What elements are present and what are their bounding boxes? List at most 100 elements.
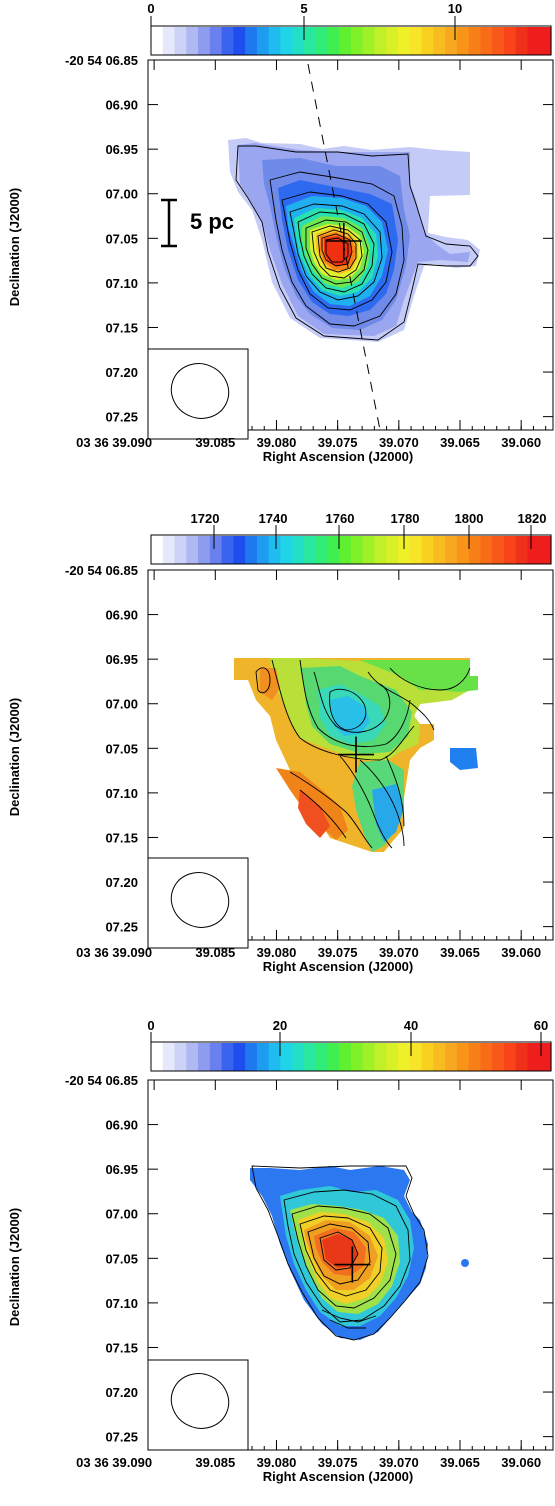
colorbar-cell	[445, 1043, 458, 1071]
colorbar-gradient	[151, 27, 552, 55]
y-tick-label: 07.00	[105, 697, 138, 712]
colorbar-tick-label: 1720	[191, 511, 220, 526]
y-tick-label: 07.25	[105, 920, 138, 935]
tick-labels: 03 36 39.090 39.085 39.080 39.075 39.070 39.0…	[7, 53, 541, 1484]
colorbar-cell	[539, 536, 552, 564]
colorbar-cell	[292, 536, 305, 564]
colorbar-cell	[303, 1043, 317, 1071]
colorbar-frame	[150, 25, 552, 56]
panel-velocity-dispersion: 0 20 40 60	[147, 1018, 554, 1451]
colorbar-cell	[233, 27, 246, 55]
colorbar-cell	[151, 1043, 164, 1071]
colorbar-cell	[527, 536, 540, 564]
colorbar-cell	[515, 1043, 529, 1071]
y-tick-label: 07.10	[105, 786, 138, 801]
colorbar-cell	[480, 27, 493, 55]
colorbar-cell	[539, 27, 552, 55]
colorbar-cell	[421, 27, 434, 55]
beam-inset	[147, 348, 249, 440]
x-tick-label: 39.070	[379, 945, 419, 960]
colorbar-cell	[480, 536, 493, 564]
panel-integrated-intensity: 0 5 10	[147, 1, 554, 440]
colorbar-cell	[268, 536, 282, 564]
colorbar-cell	[315, 1043, 329, 1071]
y-tick-label: 07.15	[105, 1340, 138, 1355]
y-tick-label: 07.15	[105, 320, 138, 335]
x-tick-label: 39.075	[318, 1455, 358, 1470]
colorbar-cell	[209, 27, 223, 55]
colorbar-cell	[303, 536, 317, 564]
colorbar-cell	[303, 27, 317, 55]
colorbar-cell	[292, 27, 305, 55]
colorbar-cell	[233, 536, 246, 564]
colorbar-cell	[374, 27, 387, 55]
scale-bar: 5 pc	[161, 198, 234, 248]
colorbar-ticks	[150, 16, 456, 40]
colorbar-cell	[151, 536, 164, 564]
colorbar-tick-label: 5	[300, 1, 307, 16]
colorbar-cell	[468, 536, 482, 564]
x-axis-title: Right Ascension (J2000)	[263, 1469, 414, 1484]
colorbar-1: 0 5 10	[147, 1, 552, 56]
x-tick-label: 39.065	[440, 435, 480, 450]
colorbar-cell	[503, 536, 517, 564]
colorbar-cell	[280, 536, 293, 564]
colorbar-cell	[421, 1043, 434, 1071]
colorbar-cell	[233, 1043, 246, 1071]
colorbar-cell	[174, 1043, 187, 1071]
colorbar-cell	[256, 536, 270, 564]
colorbar-cell	[245, 27, 258, 55]
colorbar-cell	[198, 27, 211, 55]
plot-frame	[147, 1079, 554, 1451]
contours	[235, 145, 479, 341]
colorbar-cell	[315, 536, 329, 564]
x-tick-label: 03 36 39.090	[76, 945, 152, 960]
colorbar-tick-label: 1760	[326, 511, 355, 526]
colorbar-cell	[162, 536, 176, 564]
colorbar-cell	[539, 1043, 552, 1071]
colorbar-tick-label: 60	[534, 1018, 548, 1033]
colorbar-tick-label: 1780	[391, 511, 420, 526]
beam-ellipse	[170, 363, 230, 419]
colorbar-tick-label: 1820	[518, 511, 547, 526]
colorbar-cell	[186, 536, 199, 564]
colorbar-cell	[527, 27, 540, 55]
colorbar-cell	[327, 536, 340, 564]
map-image-1	[228, 63, 480, 430]
colorbar-cell	[221, 1043, 234, 1071]
x-tick-label: 39.065	[440, 945, 480, 960]
x-tick-label: 39.085	[195, 945, 235, 960]
plot-frame	[147, 59, 554, 431]
peak-cross-marker	[334, 1246, 371, 1283]
colorbar-cell	[245, 536, 258, 564]
colorbar-tick-label: 1800	[455, 511, 484, 526]
colorbar-cell	[468, 27, 482, 55]
colorbar-cell	[409, 27, 423, 55]
y-tick-label: 06.90	[105, 98, 138, 113]
y-axis-title: Declination (J2000)	[7, 188, 22, 307]
x-tick-label: 39.085	[195, 1455, 235, 1470]
y-tick-label: 06.95	[105, 1162, 138, 1177]
beam-ellipse	[170, 1373, 230, 1429]
colorbar-cell	[339, 27, 352, 55]
x-tick-label: 39.070	[379, 435, 419, 450]
map-cells	[228, 138, 480, 342]
colorbar-cell	[351, 1043, 364, 1071]
colorbar-cell	[221, 536, 234, 564]
colorbar-cell	[398, 27, 411, 55]
y-tick-label: 06.95	[105, 652, 138, 667]
colorbar-cell	[433, 536, 446, 564]
colorbar-cell	[256, 27, 270, 55]
map-image-2	[234, 658, 478, 852]
beam-inset	[147, 857, 249, 949]
colorbar-gradient	[151, 536, 552, 564]
colorbar-tick-label: 1740	[259, 511, 288, 526]
colorbar-cell	[198, 536, 211, 564]
colorbar-cell	[468, 1043, 482, 1071]
scale-bar-label: 5 pc	[190, 209, 234, 234]
colorbar-cell	[221, 27, 234, 55]
colorbar-cell	[162, 27, 176, 55]
colorbar-cell	[339, 536, 352, 564]
colorbar-cell	[433, 27, 446, 55]
